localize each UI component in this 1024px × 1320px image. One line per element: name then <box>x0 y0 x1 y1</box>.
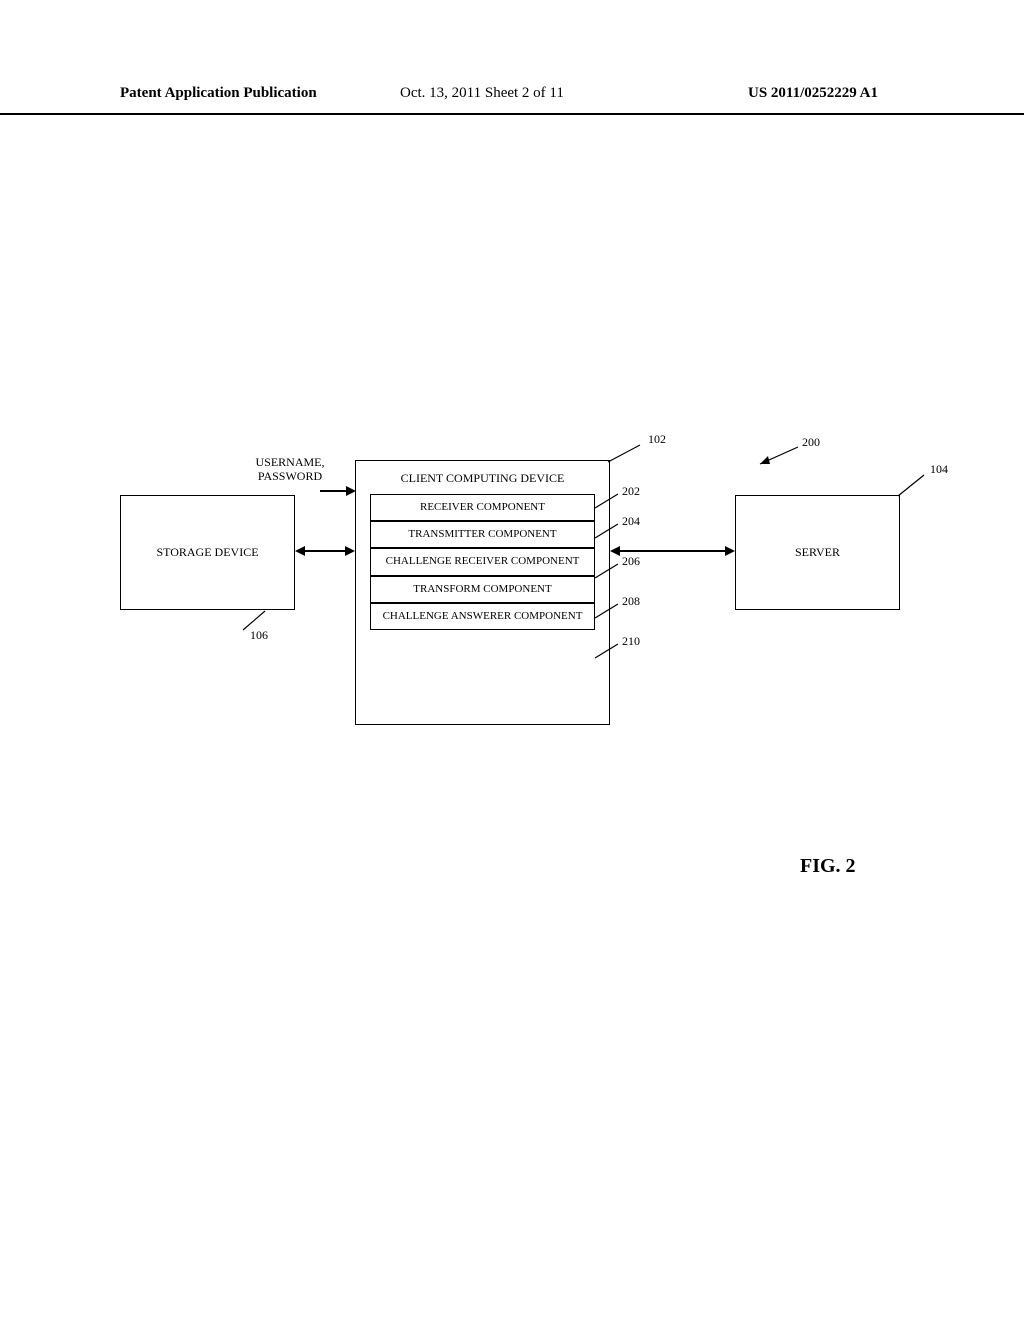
storage-device-label: STORAGE DEVICE <box>156 545 258 560</box>
component-challenge-receiver: CHALLENGE RECEIVER COMPONENT <box>370 548 595 575</box>
storage-client-arrow-line <box>303 550 347 552</box>
header-center-text: Oct. 13, 2011 Sheet 2 of 11 <box>400 85 564 102</box>
ref-210: 210 <box>622 634 640 649</box>
diagram-area: USERNAME, PASSWORD STORAGE DEVICE CLIENT… <box>120 440 900 740</box>
ref-102: 102 <box>648 432 666 447</box>
ref-104: 104 <box>930 462 948 477</box>
component-transform: TRANSFORM COMPONENT <box>370 576 595 603</box>
component-transmitter: TRANSMITTER COMPONENT <box>370 521 595 548</box>
component-challenge-answerer: CHALLENGE ANSWERER COMPONENT <box>370 603 595 630</box>
ref-202: 202 <box>622 484 640 499</box>
input-label-line1: USERNAME, <box>255 455 324 469</box>
server-box: SERVER <box>735 495 900 610</box>
client-server-arrowhead-left <box>610 546 620 556</box>
ref-208: 208 <box>622 594 640 609</box>
figure-label: FIG. 2 <box>800 855 856 878</box>
client-server-arrow-line <box>618 550 727 552</box>
input-label: USERNAME, PASSWORD <box>235 455 345 484</box>
client-title: CLIENT COMPUTING DEVICE <box>370 471 595 486</box>
ref-206: 206 <box>622 554 640 569</box>
client-computing-device-box: CLIENT COMPUTING DEVICE RECEIVER COMPONE… <box>355 460 610 725</box>
storage-client-arrowhead-right <box>345 546 355 556</box>
storage-client-arrowhead-left <box>295 546 305 556</box>
header-right-text: US 2011/0252229 A1 <box>748 85 878 102</box>
component-receiver: RECEIVER COMPONENT <box>370 494 595 521</box>
server-label: SERVER <box>795 545 840 560</box>
header-left-text: Patent Application Publication <box>120 85 317 102</box>
ref-200: 200 <box>802 435 820 450</box>
storage-device-box: STORAGE DEVICE <box>120 495 295 610</box>
ref-106: 106 <box>250 628 268 643</box>
leader-200 <box>748 442 808 477</box>
ref-204: 204 <box>622 514 640 529</box>
page-header: Patent Application Publication Oct. 13, … <box>0 85 1024 115</box>
input-label-line2: PASSWORD <box>258 469 322 483</box>
client-server-arrowhead-right <box>725 546 735 556</box>
